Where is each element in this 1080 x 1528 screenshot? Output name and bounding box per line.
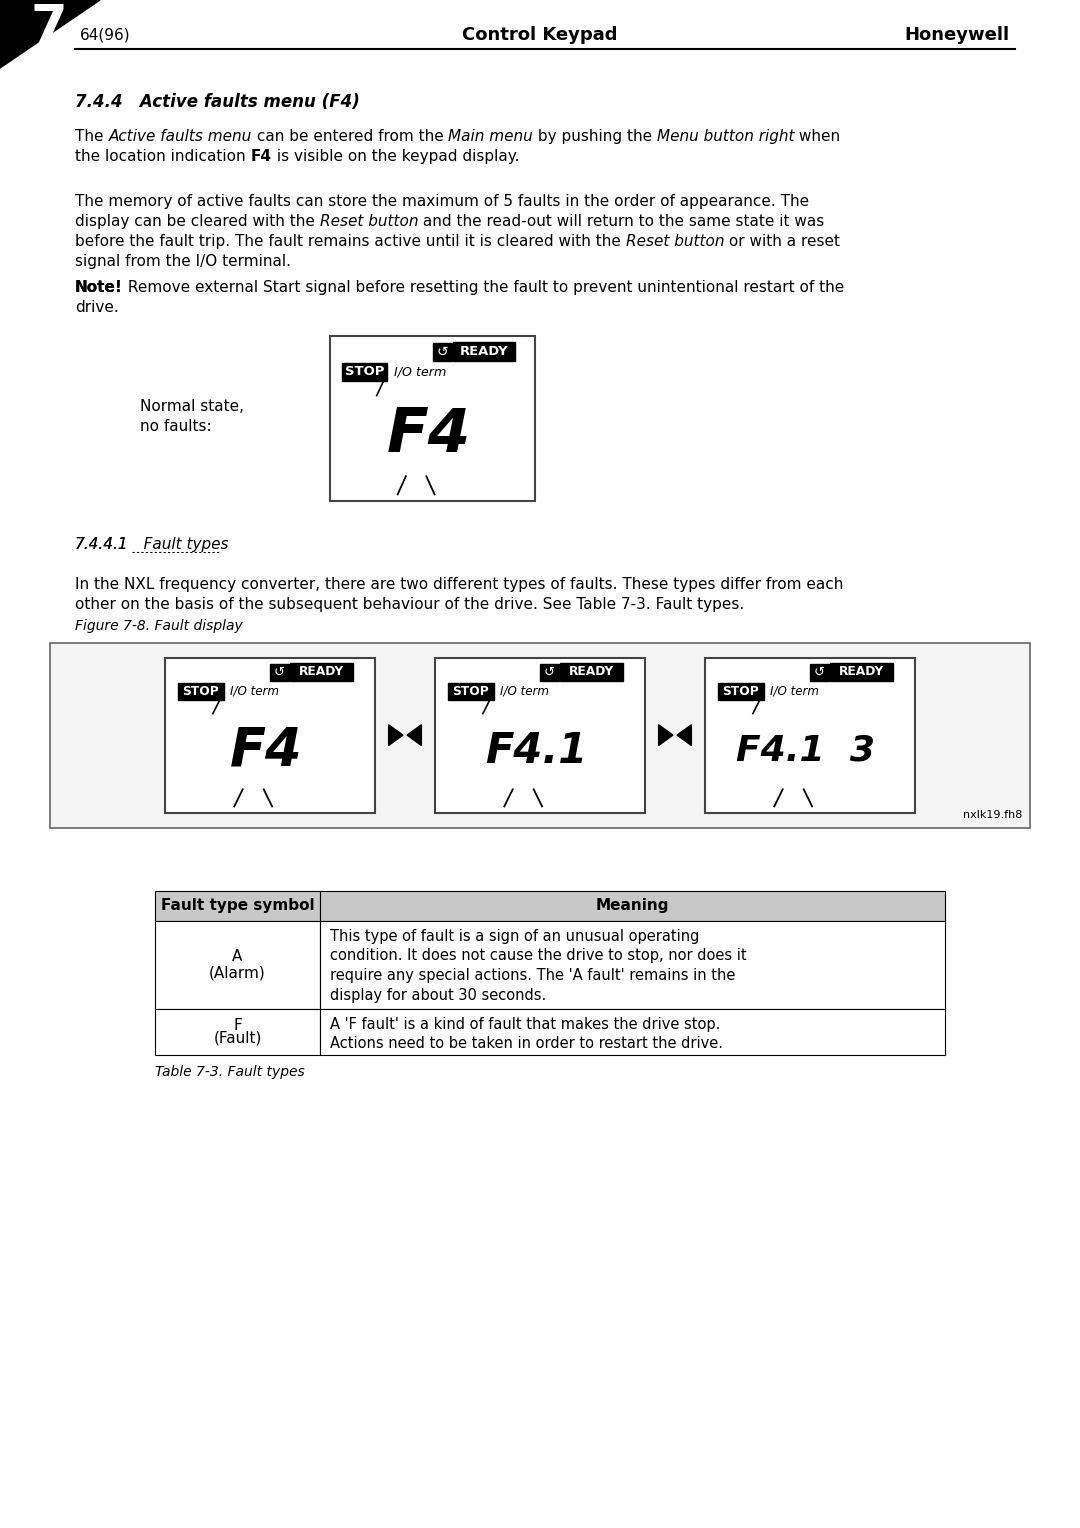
Text: STOP: STOP <box>183 685 219 698</box>
Bar <box>320 920 945 1008</box>
Text: Remove external Start signal before resetting the fault to prevent unintentional: Remove external Start signal before rese… <box>123 280 843 295</box>
Text: F4.1: F4.1 <box>485 729 586 772</box>
Bar <box>559 663 622 681</box>
Text: ↺: ↺ <box>814 666 825 678</box>
Bar <box>50 643 1030 828</box>
Text: 7.4.4   Active faults menu (F4): 7.4.4 Active faults menu (F4) <box>75 93 360 112</box>
Polygon shape <box>407 724 421 746</box>
Text: I/O term: I/O term <box>500 685 549 698</box>
Bar <box>165 657 375 813</box>
Text: F4: F4 <box>387 405 471 465</box>
Text: nxlk19.fh8: nxlk19.fh8 <box>962 810 1022 819</box>
Text: drive.: drive. <box>75 299 119 315</box>
Text: Figure 7-8. Fault display: Figure 7-8. Fault display <box>75 619 243 633</box>
Bar <box>289 663 352 681</box>
Text: when: when <box>795 128 840 144</box>
Text: STOP: STOP <box>453 685 489 698</box>
Text: Note!: Note! <box>75 280 123 295</box>
Bar <box>156 1008 320 1054</box>
Text: Reset button: Reset button <box>625 234 725 249</box>
Bar <box>435 657 645 813</box>
Bar <box>156 891 320 920</box>
Bar <box>320 891 945 920</box>
Text: ↺: ↺ <box>436 345 448 359</box>
Text: STOP: STOP <box>723 685 759 698</box>
Bar <box>156 920 320 1008</box>
Text: READY: READY <box>298 665 343 678</box>
Bar <box>717 683 764 700</box>
Bar <box>270 663 288 681</box>
Bar <box>454 342 515 361</box>
Text: Table 7-3. Fault types: Table 7-3. Fault types <box>156 1065 305 1079</box>
Text: Active faults menu: Active faults menu <box>108 128 252 144</box>
Text: by pushing the: by pushing the <box>534 128 657 144</box>
Bar <box>705 657 915 813</box>
Text: and the read-out will return to the same state it was: and the read-out will return to the same… <box>418 214 824 229</box>
Text: no faults:: no faults: <box>140 419 212 434</box>
Text: READY: READY <box>568 665 613 678</box>
Text: the location indication: the location indication <box>75 150 251 163</box>
Text: A: A <box>232 949 243 964</box>
Text: Normal state,: Normal state, <box>140 399 244 414</box>
Text: 7: 7 <box>30 2 67 53</box>
Bar <box>432 342 453 361</box>
Polygon shape <box>677 724 691 746</box>
Text: F4: F4 <box>229 724 302 776</box>
Text: Note!: Note! <box>75 280 123 295</box>
Text: Main menu: Main menu <box>448 128 534 144</box>
Text: (Fault): (Fault) <box>214 1030 261 1045</box>
Text: signal from the I/O terminal.: signal from the I/O terminal. <box>75 254 291 269</box>
Text: other on the basis of the subsequent behaviour of the drive. See Table 7-3. Faul: other on the basis of the subsequent beh… <box>75 596 744 611</box>
Bar <box>342 362 388 380</box>
Text: F: F <box>233 1018 242 1033</box>
Text: 64(96): 64(96) <box>80 28 131 43</box>
Text: or with a reset: or with a reset <box>725 234 840 249</box>
Bar <box>829 663 892 681</box>
Text: Fault types: Fault types <box>129 536 228 552</box>
Polygon shape <box>659 724 673 746</box>
Text: display can be cleared with the: display can be cleared with the <box>75 214 320 229</box>
Text: Fault type symbol: Fault type symbol <box>161 898 314 914</box>
Text: The: The <box>75 128 108 144</box>
Text: can be entered from the: can be entered from the <box>252 128 448 144</box>
Text: before the fault trip. The fault remains active until it is cleared with the: before the fault trip. The fault remains… <box>75 234 625 249</box>
Text: STOP: STOP <box>346 365 384 377</box>
Bar <box>447 683 494 700</box>
Text: Honeywell: Honeywell <box>905 26 1010 44</box>
Bar <box>540 663 558 681</box>
Text: Meaning: Meaning <box>596 898 670 914</box>
Polygon shape <box>389 724 403 746</box>
Text: 7.4.4.1: 7.4.4.1 <box>75 536 129 552</box>
Text: Control Keypad: Control Keypad <box>462 26 618 44</box>
Text: is visible on the keypad display.: is visible on the keypad display. <box>271 150 519 163</box>
Text: ↺: ↺ <box>544 666 555 678</box>
Text: I/O term: I/O term <box>393 365 446 377</box>
Text: Menu button right: Menu button right <box>657 128 795 144</box>
Bar <box>810 663 828 681</box>
Text: F4: F4 <box>251 150 271 163</box>
Text: A 'F fault' is a kind of fault that makes the drive stop.
Actions need to be tak: A 'F fault' is a kind of fault that make… <box>330 1016 723 1051</box>
Text: I/O term: I/O term <box>230 685 279 698</box>
Polygon shape <box>0 0 100 69</box>
Text: F4.1  3: F4.1 3 <box>737 733 875 767</box>
Text: READY: READY <box>838 665 883 678</box>
Bar <box>320 1008 945 1054</box>
Bar <box>177 683 224 700</box>
Text: In the NXL frequency converter, there are two different types of faults. These t: In the NXL frequency converter, there ar… <box>75 576 843 591</box>
Bar <box>330 336 535 501</box>
Text: 7.4.4.1: 7.4.4.1 <box>75 536 129 552</box>
Text: The memory of active faults can store the maximum of 5 faults in the order of ap: The memory of active faults can store th… <box>75 194 809 209</box>
Text: I/O term: I/O term <box>770 685 819 698</box>
Text: READY: READY <box>460 345 509 358</box>
Text: (Alarm): (Alarm) <box>210 966 266 979</box>
Text: Reset button: Reset button <box>320 214 418 229</box>
Text: ↺: ↺ <box>274 666 285 678</box>
Text: This type of fault is a sign of an unusual operating
condition. It does not caus: This type of fault is a sign of an unusu… <box>330 929 746 1002</box>
